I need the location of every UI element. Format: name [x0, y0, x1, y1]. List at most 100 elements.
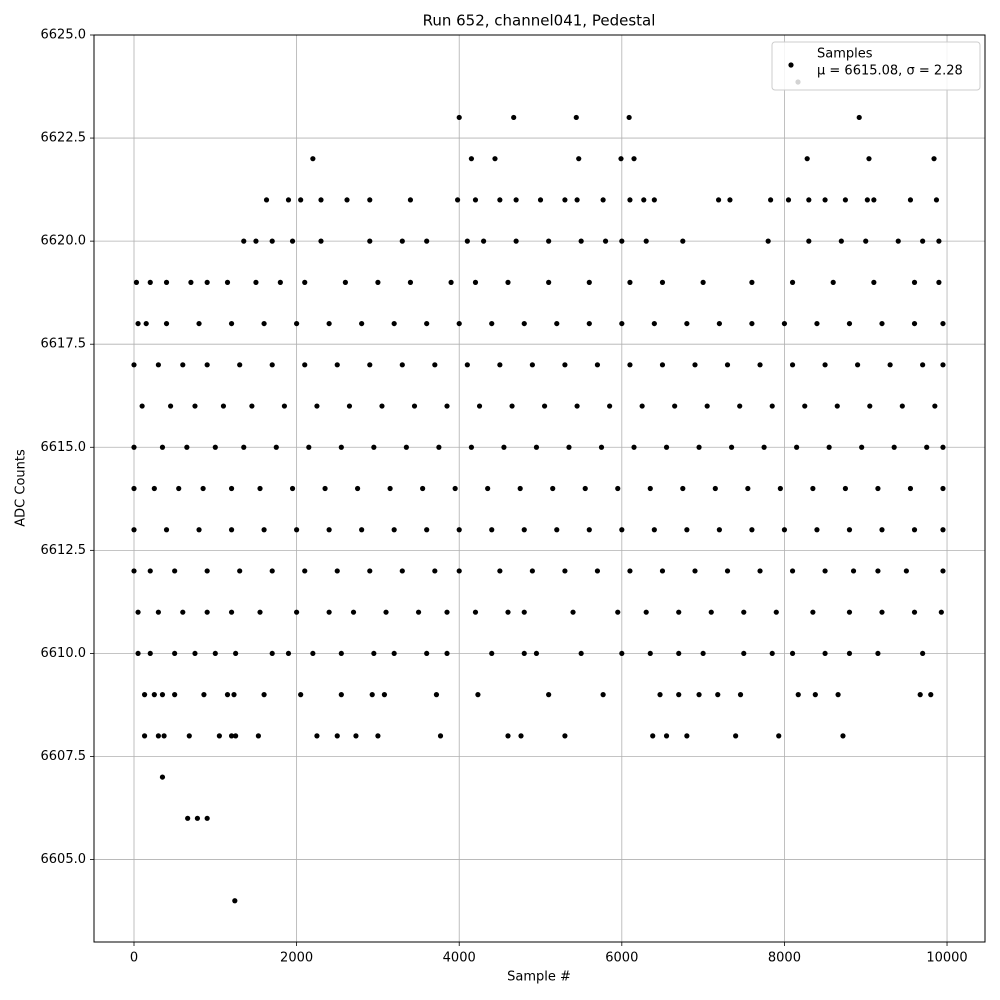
point — [600, 197, 606, 203]
point — [432, 362, 438, 368]
point — [804, 156, 810, 162]
point — [684, 527, 690, 533]
point — [546, 279, 552, 285]
point — [659, 279, 666, 285]
point — [727, 197, 733, 203]
point — [598, 444, 605, 450]
point — [696, 692, 702, 698]
point — [940, 444, 946, 450]
point — [338, 692, 344, 698]
point — [708, 609, 714, 615]
point — [379, 403, 385, 409]
point — [615, 485, 621, 492]
point — [200, 485, 206, 492]
point — [155, 362, 161, 368]
point — [840, 733, 846, 739]
point — [566, 444, 572, 450]
point — [650, 733, 656, 739]
point — [399, 362, 405, 368]
point — [647, 650, 653, 657]
point — [151, 692, 157, 698]
point — [573, 114, 579, 121]
point — [940, 568, 946, 574]
point — [537, 197, 544, 203]
point — [444, 650, 450, 657]
point — [468, 444, 475, 450]
point — [261, 692, 267, 698]
point — [180, 362, 186, 368]
point — [454, 197, 461, 203]
point — [269, 650, 275, 657]
point — [505, 733, 511, 739]
point — [704, 403, 710, 409]
point — [700, 279, 706, 285]
point — [464, 238, 470, 244]
point — [899, 403, 905, 409]
legend-label: μ = 6615.08, σ = 2.28 — [817, 64, 963, 79]
point — [521, 650, 527, 657]
point — [586, 279, 592, 285]
point — [371, 444, 377, 450]
point — [627, 197, 633, 203]
point — [533, 444, 540, 450]
x-tick-label: 8000 — [768, 951, 801, 966]
legend-label: Samples — [817, 47, 873, 62]
point — [367, 238, 373, 244]
point — [626, 114, 632, 121]
point — [147, 279, 153, 285]
point — [338, 444, 344, 450]
point — [302, 279, 308, 285]
point — [529, 362, 535, 368]
point — [932, 403, 938, 409]
point — [476, 403, 483, 409]
point — [167, 403, 174, 409]
point — [135, 320, 141, 327]
point — [224, 692, 231, 698]
point — [334, 362, 340, 368]
point — [456, 320, 462, 327]
point — [369, 692, 375, 698]
point — [578, 238, 584, 244]
point — [716, 527, 722, 533]
point — [769, 650, 775, 657]
y-axis-label: ADC Counts — [14, 449, 29, 527]
point — [728, 444, 735, 450]
point — [375, 279, 381, 285]
point — [745, 485, 751, 492]
point — [920, 650, 926, 657]
x-axis-label: Sample # — [507, 970, 571, 985]
point — [875, 568, 881, 574]
point — [822, 650, 828, 657]
point — [212, 650, 218, 657]
point — [618, 156, 624, 162]
point — [131, 568, 137, 574]
point — [163, 527, 170, 533]
point — [789, 362, 796, 368]
point — [676, 609, 682, 615]
point — [733, 733, 739, 739]
point — [789, 650, 796, 657]
point — [253, 238, 259, 244]
point — [846, 527, 853, 533]
point — [155, 733, 161, 739]
point — [326, 527, 332, 533]
point — [785, 197, 792, 203]
point — [186, 733, 192, 739]
point — [359, 527, 365, 533]
point — [302, 362, 308, 368]
point — [846, 650, 853, 657]
point — [846, 320, 853, 327]
point — [310, 650, 316, 657]
point — [700, 650, 706, 657]
point — [903, 568, 909, 574]
point — [232, 898, 238, 904]
point — [481, 238, 487, 244]
point — [842, 197, 849, 203]
point — [854, 362, 861, 368]
point — [781, 320, 788, 327]
point — [294, 320, 300, 327]
point — [381, 692, 388, 698]
point — [672, 403, 678, 409]
point — [911, 527, 918, 533]
point — [391, 320, 397, 327]
